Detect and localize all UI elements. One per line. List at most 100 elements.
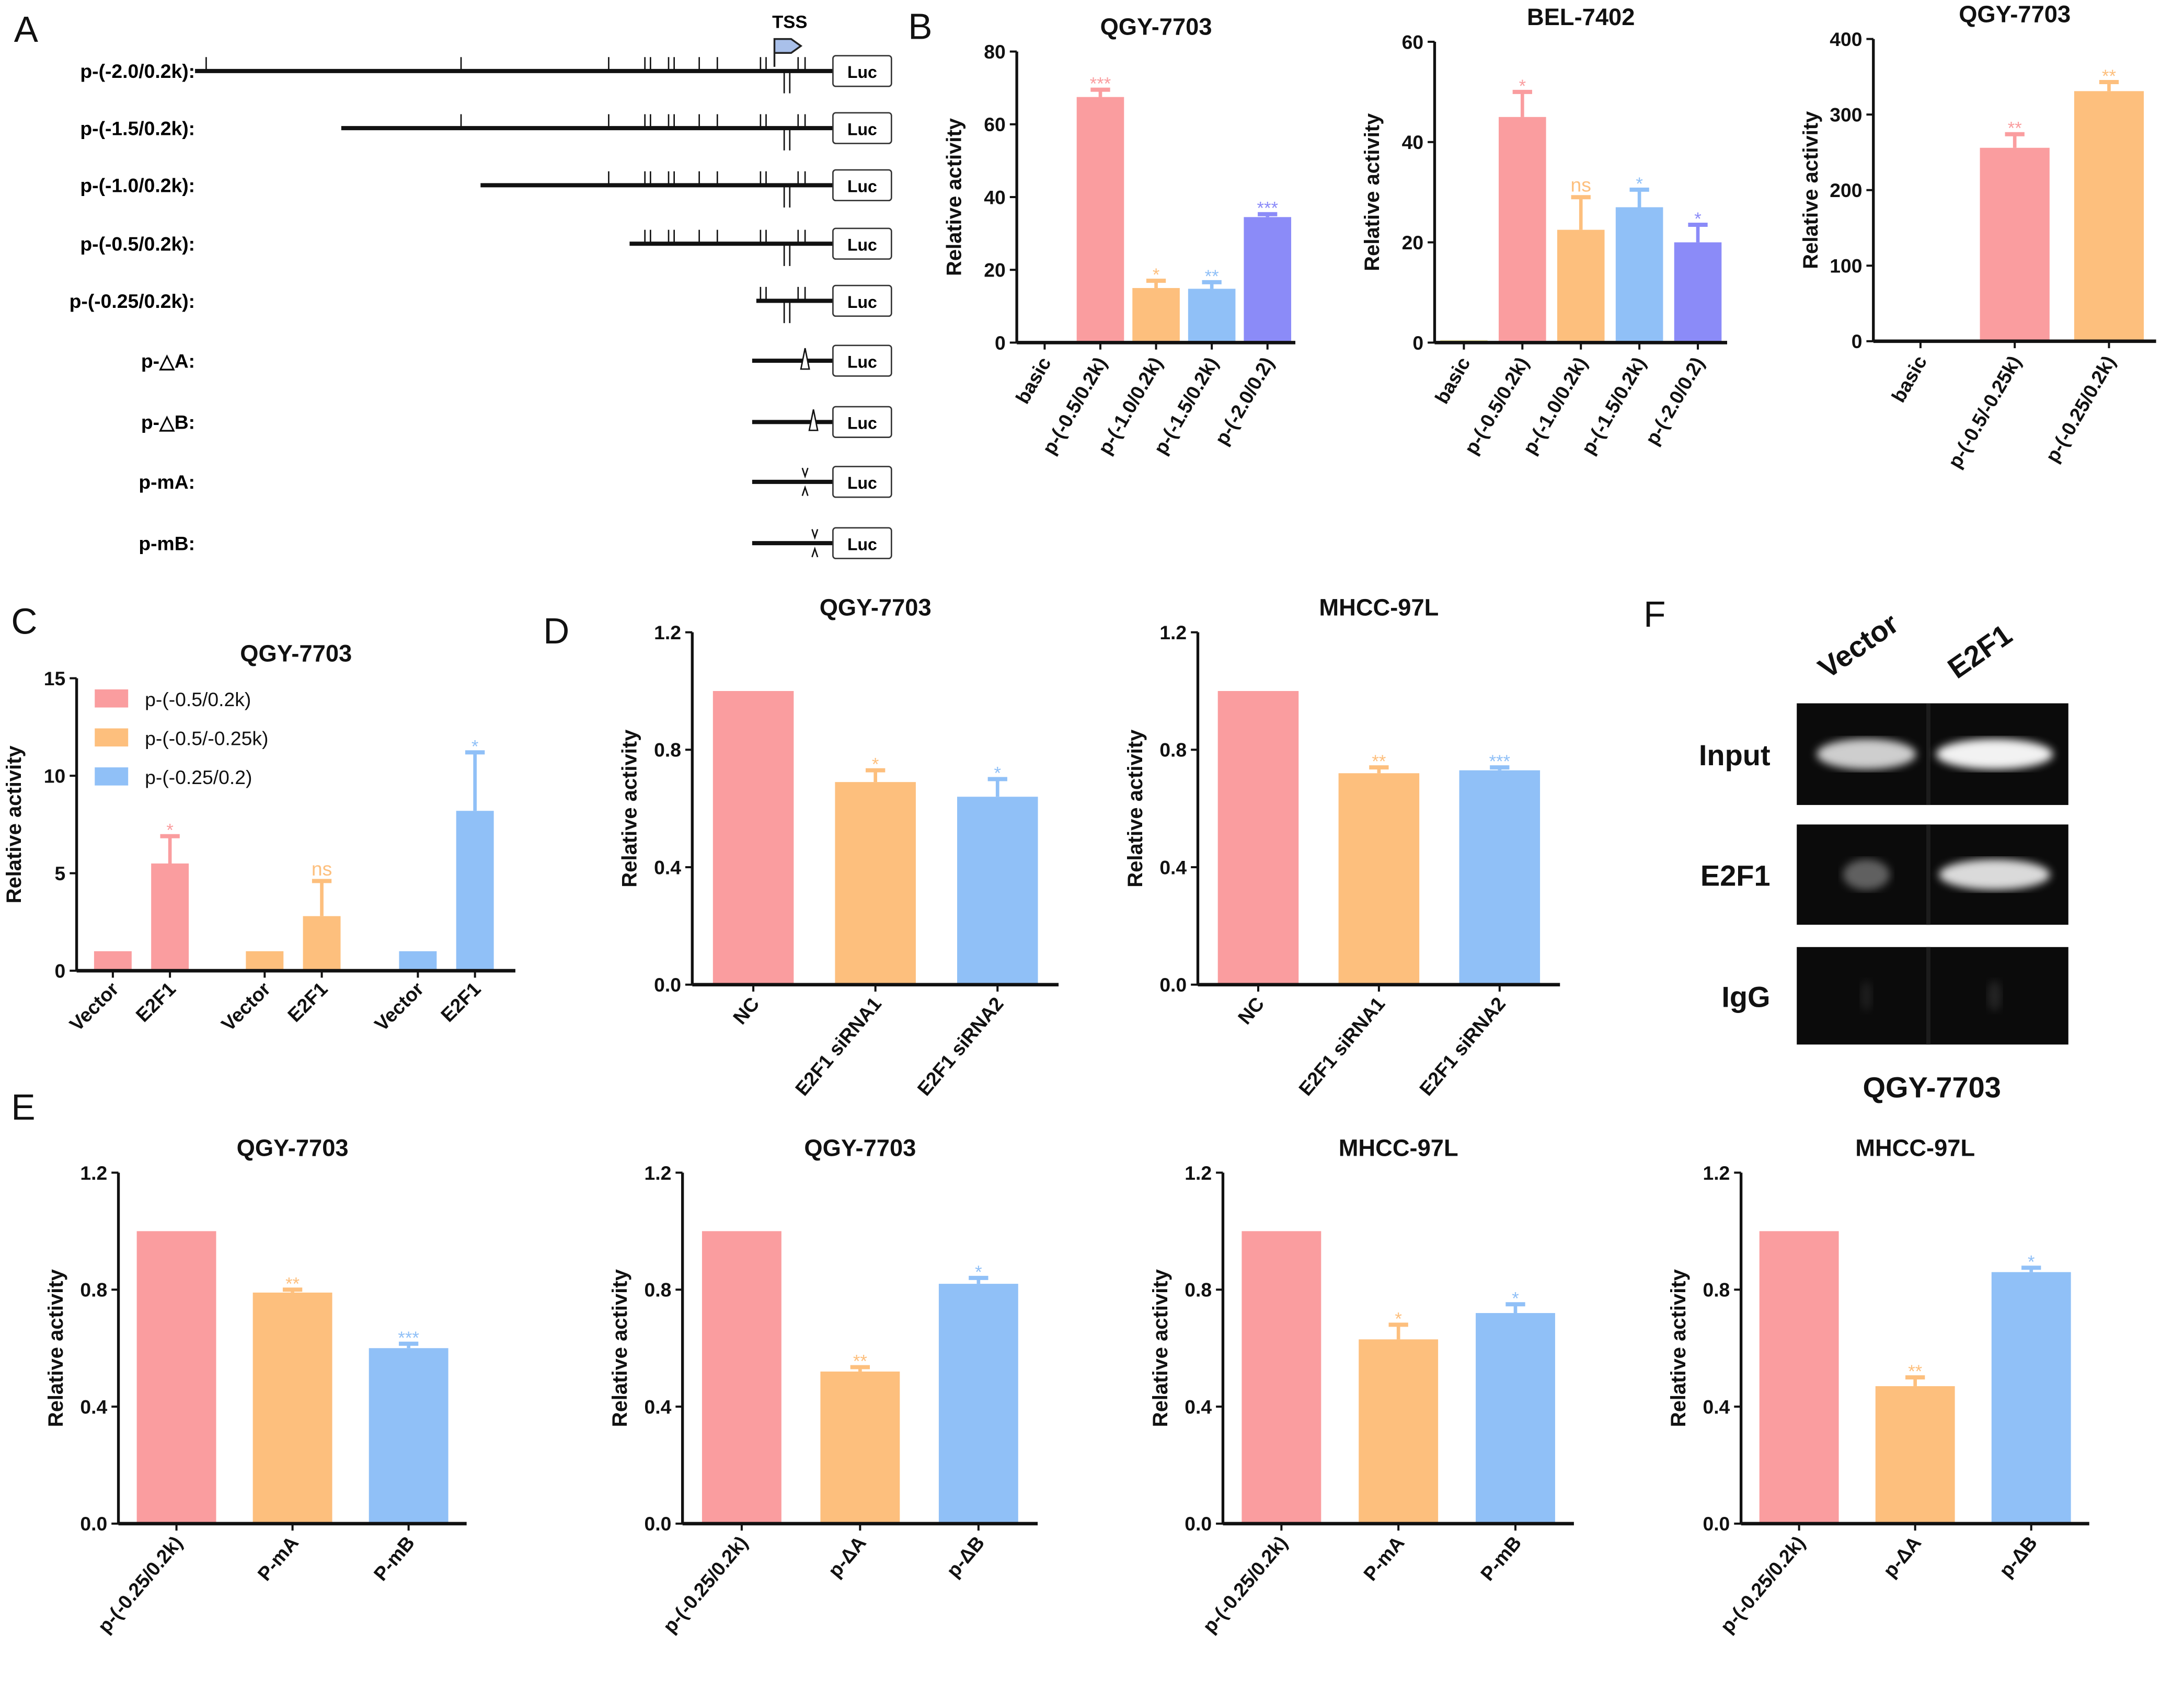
dna-band: [1817, 739, 1916, 770]
x-tick-label: E2F1 siRNA1: [1294, 993, 1389, 1100]
charts: QGY-7703 Relative activity 0 20 40 60 80 basic *…: [3, 1, 2156, 1637]
bar: [151, 863, 189, 971]
y-tick-label: 0.0: [1185, 1513, 1212, 1535]
luc-box: [832, 344, 892, 377]
chart-title: QGY-7703: [820, 594, 932, 621]
y-tick-label: 300: [1830, 103, 1862, 125]
bar: [456, 811, 494, 971]
y-tick-label: 200: [1830, 179, 1862, 201]
y-tick-label: 0.8: [80, 1279, 107, 1301]
luc-label: Luc: [847, 352, 877, 371]
y-axis-label: Relative activity: [1149, 1269, 1172, 1427]
bar: [94, 951, 132, 971]
bar: [1459, 770, 1541, 985]
y-tick-label: 0.8: [1703, 1279, 1730, 1301]
chart-title: QGY-7703: [240, 640, 352, 667]
x-tick-label: basic: [1431, 353, 1475, 408]
significance-label: **: [1205, 267, 1219, 286]
lane-label: Vector: [1812, 606, 1904, 685]
construct-label: p-(-0.25/0.2k):: [70, 290, 195, 312]
chart-title: MHCC-97L: [1339, 1134, 1458, 1161]
luc-label: Luc: [847, 63, 877, 82]
y-tick-label: 0: [1852, 330, 1863, 352]
bar: [1557, 229, 1605, 343]
significance-label: *: [1512, 1288, 1519, 1308]
bar: [246, 951, 284, 971]
bar: [369, 1348, 449, 1524]
significance-label: *: [1153, 265, 1159, 285]
chart-b2: BEL-7402 Relative activity 0 20 40 60 basic * p-…: [1361, 4, 1727, 458]
construct-label: p-(-1.0/0.2k):: [80, 175, 195, 197]
y-tick-label: 1.2: [654, 621, 681, 643]
x-tick-label: NC: [729, 993, 764, 1028]
construct-label: p-(-1.5/0.2k):: [80, 117, 195, 139]
bar: [1980, 147, 2050, 341]
promoter-construct-diagram: TSS p-(-2.0/0.2k): Luc p-(-1.5/0.2k): Luc p-(…: [70, 12, 892, 559]
luc-label: Luc: [847, 474, 877, 492]
y-axis-label: Relative activity: [3, 745, 26, 903]
y-tick-label: 10: [44, 765, 65, 787]
x-tick-label: NC: [1234, 993, 1269, 1028]
significance-label: *: [1519, 76, 1526, 96]
bar: [1615, 207, 1663, 343]
y-axis-label: Relative activity: [608, 1269, 631, 1427]
significance-label: **: [2008, 119, 2022, 139]
chart-d2: MHCC-97L Relative activity 0.0 0.4 0.8 1.2 NC *…: [1124, 594, 1560, 1100]
bar: [252, 1292, 332, 1524]
x-tick-label: E2F1: [436, 977, 485, 1026]
luc-label: Luc: [847, 120, 877, 139]
chart-e1: QGY-7703 Relative activity 0.0 0.4 0.8 1.2 p-(…: [44, 1134, 467, 1637]
bar: [1242, 1231, 1321, 1524]
chart-e3: MHCC-97L Relative activity 0.0 0.4 0.8 1.2 p-(…: [1149, 1134, 1574, 1637]
x-tick-label: p-(-0.25/0.2k): [1716, 1532, 1809, 1637]
significance-label: *: [872, 755, 879, 775]
chart-title: QGY-7703: [1100, 14, 1212, 40]
chart-title: QGY-7703: [804, 1134, 916, 1161]
luc-box: [832, 406, 892, 438]
y-tick-label: 60: [984, 113, 1005, 135]
bar: [1759, 1231, 1839, 1524]
significance-label: ns: [1571, 174, 1591, 196]
panel-label-a: A: [14, 9, 39, 50]
y-tick-label: 20: [1402, 232, 1424, 254]
chart-title: QGY-7703: [237, 1134, 349, 1161]
y-tick-label: 0.0: [80, 1513, 107, 1535]
y-tick-label: 0: [1412, 332, 1423, 354]
legend-swatch: [95, 689, 129, 708]
y-axis-label: Relative activity: [1361, 113, 1384, 271]
panel-label-d: D: [543, 611, 569, 651]
gel-row-label: E2F1: [1700, 859, 1771, 892]
y-tick-label: 5: [55, 862, 66, 884]
luc-label: Luc: [847, 236, 877, 255]
y-tick-label: 0.4: [1185, 1396, 1212, 1418]
deletion-triangle-icon: [808, 409, 819, 431]
bar: [303, 916, 341, 971]
x-tick-label: E2F1 siRNA2: [1415, 993, 1510, 1100]
tss-label: TSS: [772, 12, 807, 32]
x-tick-label: P-mB: [369, 1532, 419, 1585]
y-tick-label: 0.0: [644, 1513, 671, 1535]
significance-label: ***: [1090, 74, 1111, 94]
significance-label: *: [472, 736, 478, 756]
x-tick-label: p-ΔA: [823, 1532, 870, 1581]
chart-title: MHCC-97L: [1319, 594, 1439, 621]
legend-swatch: [95, 767, 129, 786]
gel-caption: QGY-7703: [1863, 1071, 2001, 1104]
x-tick-label: E2F1 siRNA2: [913, 993, 1007, 1100]
dna-band: [1843, 859, 1890, 890]
dna-band: [1939, 859, 2050, 890]
significance-label: *: [2028, 1252, 2034, 1272]
x-tick-label: p-(-0.25/0.2k): [1198, 1532, 1292, 1637]
bar: [820, 1371, 900, 1524]
x-tick-label: p-(-0.25/0.2k): [659, 1532, 752, 1637]
construct-label: p-mB:: [139, 532, 195, 554]
chip-gel-panel: Vector E2F1 Input E2F1 IgG QGY-7703: [1699, 606, 2068, 1104]
x-tick-label: p-(-0.25/0.2k): [2041, 352, 2119, 466]
x-tick-label: p-(-0.25/0.2k): [93, 1532, 187, 1637]
legend-label: p-(-0.25/0.2): [145, 766, 252, 788]
construct-label: p-mA:: [139, 471, 195, 493]
x-tick-label: P-mB: [1476, 1532, 1526, 1585]
luc-box: [832, 112, 892, 144]
bar: [1076, 97, 1124, 343]
